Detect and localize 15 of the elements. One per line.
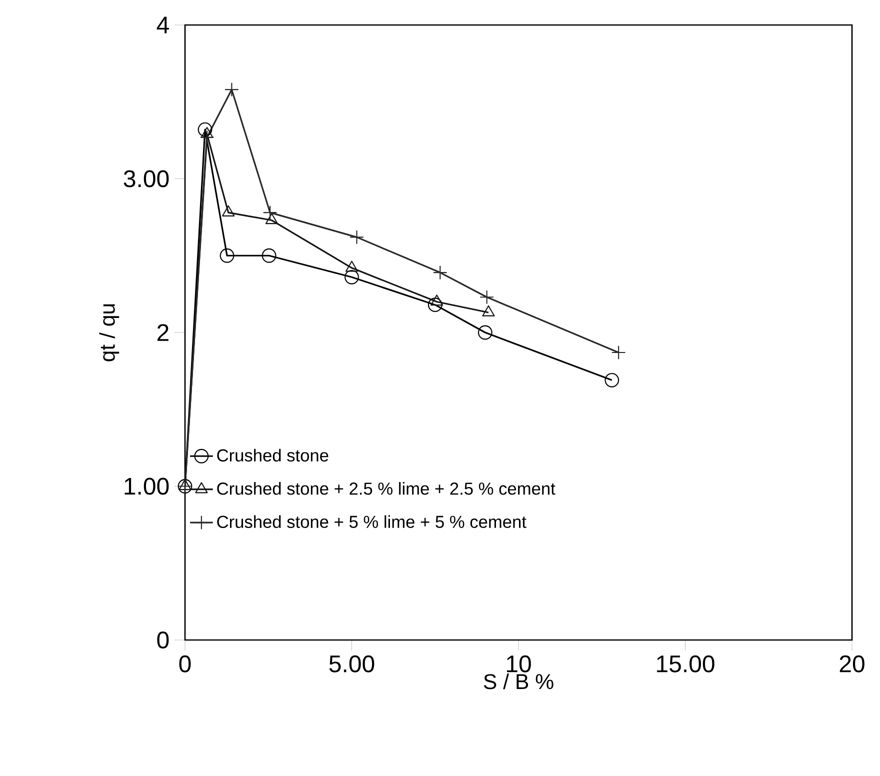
y-tick-label: 3.00 <box>124 170 169 188</box>
x-tick-label: 0 <box>179 655 191 672</box>
x-tick-label: 15.00 <box>657 655 714 672</box>
y-tick-label: 2 <box>157 324 168 341</box>
y-tick-label: 4 <box>156 16 169 34</box>
y-axis-title: qt / qu <box>99 304 120 362</box>
legend-label: Crushed stone + 2.5 % lime + 2.5 % cement <box>217 482 556 495</box>
y-tick-label: 1.00 <box>124 478 169 495</box>
y-tick-label: 0 <box>157 631 169 648</box>
legend-label: Crushed stone + 5 % lime + 5 % cement <box>217 515 526 528</box>
x-axis-title: S / B % <box>484 674 554 690</box>
x-tick-label: 5.00 <box>329 655 374 672</box>
x-tick-label: 20 <box>840 655 864 672</box>
x-tick-label: 10 <box>506 655 531 672</box>
legend-label: Crushed stone <box>217 448 328 462</box>
